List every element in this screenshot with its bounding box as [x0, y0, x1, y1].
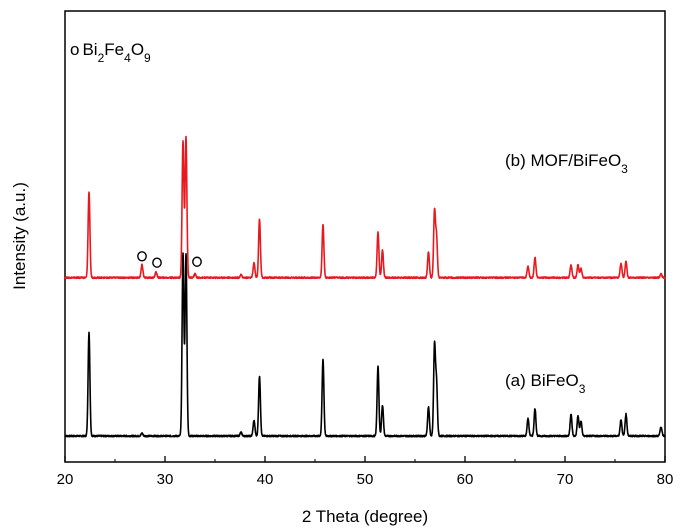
series-line-a [64, 252, 666, 438]
impurity-marker [192, 256, 202, 267]
x-axis-title: 2 Theta (degree) [302, 507, 428, 526]
plot-frame [64, 10, 666, 463]
impurity-legend: o Bi2Fe4O9 [70, 40, 151, 65]
series-label-a: (a) BiFeO3 [505, 371, 586, 396]
x-axis-ticks: 20 30 40 50 60 70 80 [57, 456, 674, 488]
series-label-b: (b) MOF/BiFeO3 [505, 151, 628, 176]
series-line-b [64, 135, 666, 280]
x-tick-label: 20 [57, 471, 74, 488]
x-tick-label: 70 [557, 471, 574, 488]
x-tick-label: 80 [657, 471, 674, 488]
x-tick-label: 40 [257, 471, 274, 488]
x-tick-label: 30 [157, 471, 174, 488]
impurity-marker [137, 251, 147, 262]
y-axis-title: Intensity (a.u.) [10, 182, 29, 290]
traces [64, 135, 666, 438]
impurity-markers [137, 251, 202, 268]
x-tick-label: 60 [457, 471, 474, 488]
impurity-marker [152, 257, 162, 268]
x-tick-label: 50 [357, 471, 374, 488]
